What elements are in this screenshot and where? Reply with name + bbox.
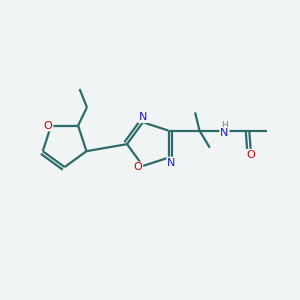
Text: H: H xyxy=(221,121,228,130)
Text: N: N xyxy=(139,112,147,122)
Text: N: N xyxy=(220,128,229,138)
Text: O: O xyxy=(134,162,142,172)
Text: O: O xyxy=(44,121,52,130)
Text: O: O xyxy=(247,150,255,160)
Text: N: N xyxy=(167,158,176,168)
